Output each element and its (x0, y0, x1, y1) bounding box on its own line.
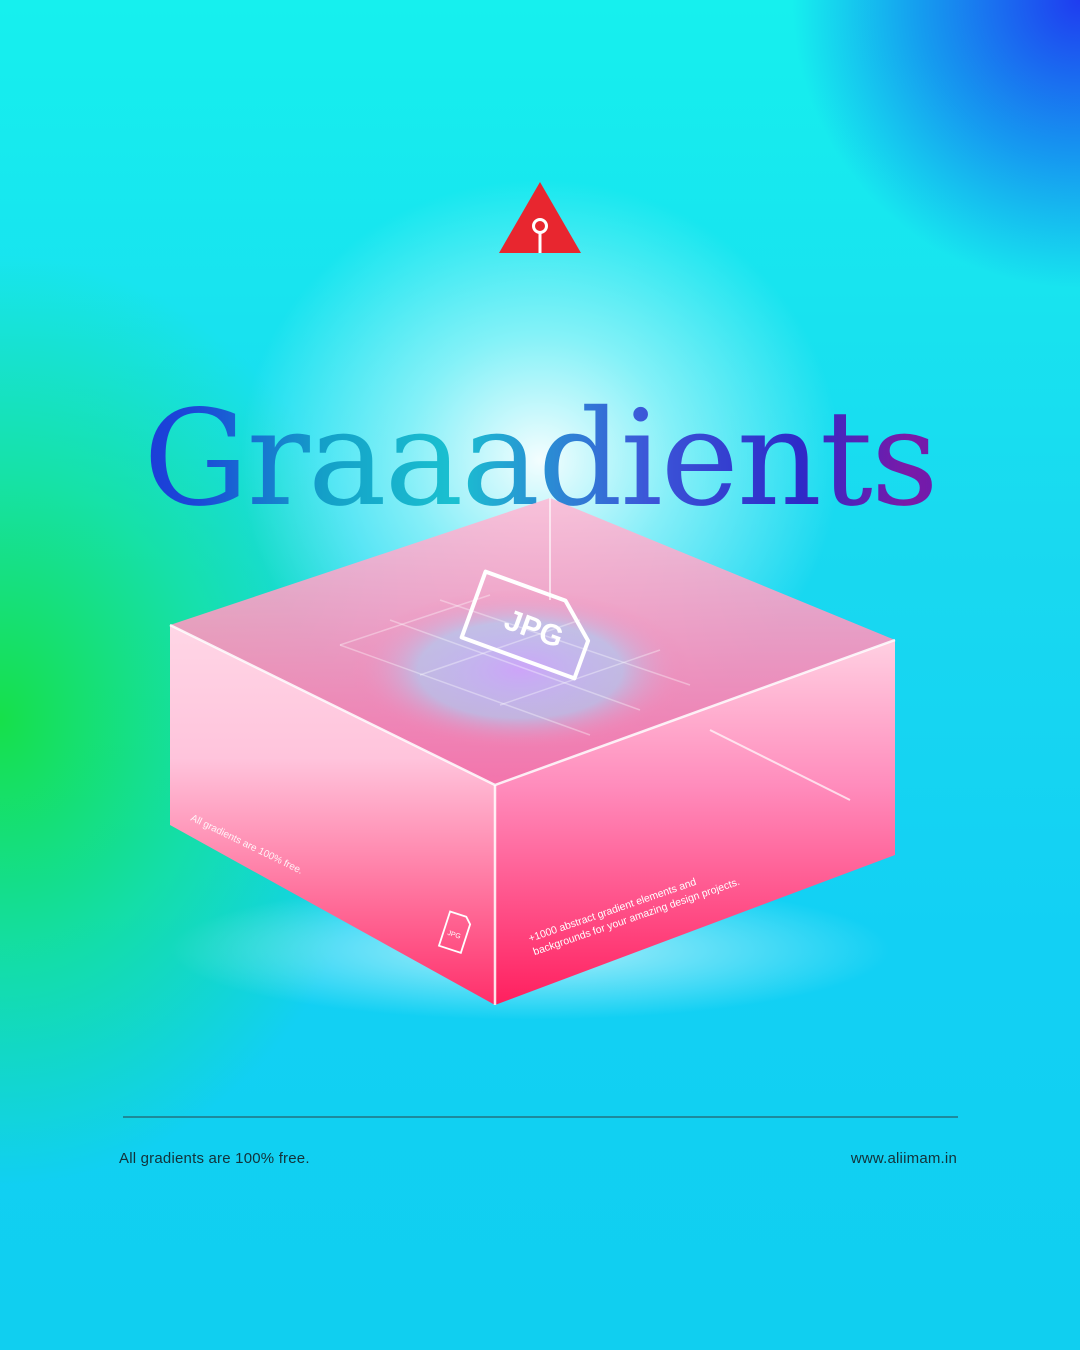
triangle-keyhole-icon (499, 182, 581, 253)
box-right-face (495, 640, 895, 1005)
glass-box-illustration: JPG All gradients are 100% free. JPG +10… (169, 498, 896, 1020)
jpg-small-file-icon: JPG (437, 910, 472, 954)
footer-left-text: All gradients are 100% free. (119, 1150, 310, 1167)
box-left-face (170, 625, 495, 1005)
side-file-label: JPG (446, 930, 461, 941)
footer-website-link[interactable]: www.aliimam.in (850, 1150, 957, 1167)
footer-divider (123, 1116, 958, 1118)
